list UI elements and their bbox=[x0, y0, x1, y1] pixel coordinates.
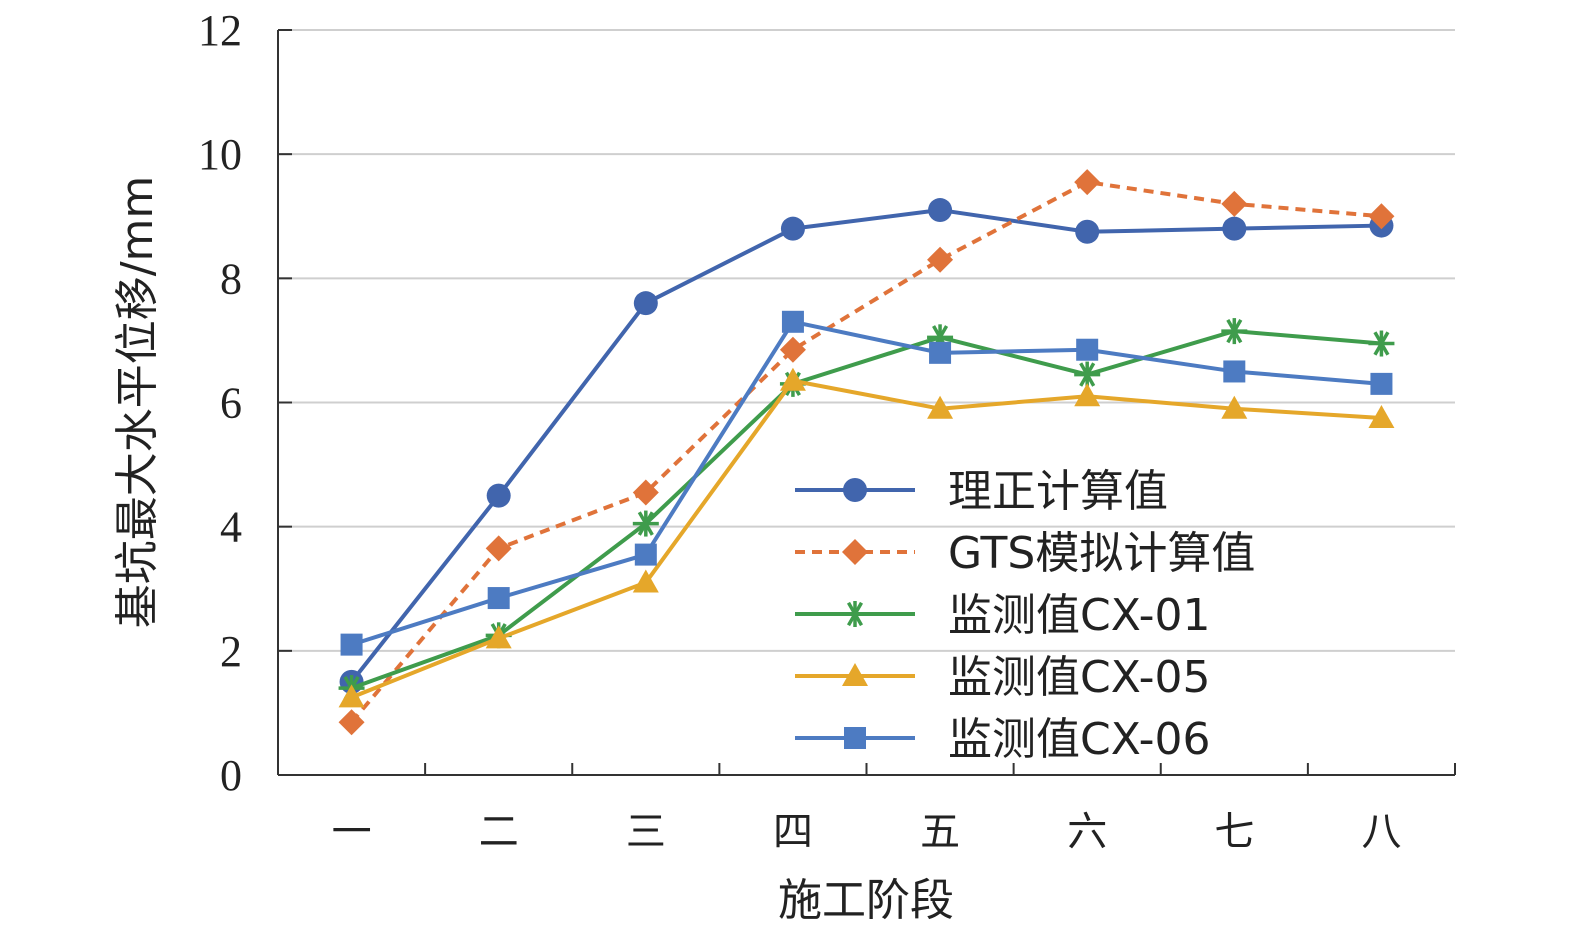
legend-item: 监测值CX-05 bbox=[795, 652, 1211, 703]
data-point bbox=[632, 569, 659, 593]
legend-marker bbox=[842, 601, 868, 627]
series-line bbox=[350, 378, 1382, 700]
x-axis-title: 施工阶段 bbox=[778, 875, 954, 926]
data-point bbox=[634, 543, 657, 566]
x-tick-label: 三 bbox=[626, 809, 666, 855]
data-point bbox=[487, 587, 510, 610]
data-point bbox=[338, 709, 365, 736]
x-ticks: 一二三四五六七八 bbox=[332, 763, 1456, 855]
data-point bbox=[485, 625, 512, 649]
series-group bbox=[338, 169, 1395, 736]
data-point bbox=[1074, 383, 1101, 407]
series-4 bbox=[338, 367, 1395, 708]
legend-label: 监测值CX-05 bbox=[948, 652, 1211, 703]
data-point bbox=[1368, 203, 1395, 230]
data-point bbox=[1368, 405, 1395, 429]
legend-label: 理正计算值 bbox=[948, 466, 1168, 517]
legend-label: 监测值CX-06 bbox=[948, 714, 1211, 765]
data-point bbox=[929, 341, 952, 364]
data-point bbox=[632, 510, 659, 537]
data-point bbox=[1221, 190, 1248, 217]
data-point bbox=[781, 310, 804, 333]
series-2 bbox=[338, 169, 1395, 736]
x-tick-label: 四 bbox=[773, 809, 813, 855]
data-point bbox=[633, 291, 658, 316]
y-tick-label: 10 bbox=[198, 130, 242, 179]
legend-item: 理正计算值 bbox=[795, 466, 1168, 517]
y-tick-label: 4 bbox=[220, 503, 242, 552]
data-point bbox=[780, 216, 805, 241]
y-axis-title: 基坑最大水平位移/mm bbox=[112, 176, 163, 629]
y-tick-label: 6 bbox=[220, 379, 242, 428]
data-point bbox=[1222, 216, 1247, 241]
data-point bbox=[338, 684, 365, 708]
x-tick-label: 七 bbox=[1214, 809, 1254, 855]
legend-marker bbox=[842, 663, 868, 686]
y-tick-label: 2 bbox=[220, 627, 242, 676]
data-point bbox=[486, 483, 511, 508]
data-point bbox=[1368, 330, 1395, 357]
data-point bbox=[1223, 360, 1246, 383]
data-point bbox=[927, 246, 954, 273]
legend-label: GTS模拟计算值 bbox=[948, 528, 1255, 579]
x-tick-label: 五 bbox=[920, 809, 960, 855]
y-tick-label: 8 bbox=[220, 254, 242, 303]
legend-marker bbox=[843, 478, 867, 502]
data-point bbox=[340, 633, 363, 656]
x-tick-label: 一 bbox=[332, 809, 372, 855]
data-point bbox=[927, 395, 954, 419]
legend-marker bbox=[842, 539, 868, 565]
x-tick-label: 六 bbox=[1067, 809, 1107, 855]
data-point bbox=[1075, 219, 1100, 244]
data-point bbox=[1074, 361, 1101, 388]
data-point bbox=[1076, 338, 1099, 361]
data-point bbox=[928, 198, 953, 223]
series-line bbox=[350, 329, 1382, 690]
series-1 bbox=[339, 198, 1394, 694]
data-point bbox=[1221, 318, 1248, 345]
legend-item: 监测值CX-06 bbox=[795, 714, 1211, 765]
data-point bbox=[1221, 395, 1248, 419]
legend-item: 监测值CX-01 bbox=[795, 590, 1211, 641]
y-ticks: 0 2 4 6 8 10 12 bbox=[198, 6, 292, 800]
legend-marker bbox=[844, 727, 866, 749]
x-tick-label: 二 bbox=[479, 809, 519, 855]
y-tick-label: 0 bbox=[220, 751, 242, 800]
series-line bbox=[350, 319, 1382, 647]
data-point bbox=[779, 367, 806, 391]
legend-label: 监测值CX-01 bbox=[948, 590, 1211, 641]
data-point bbox=[485, 535, 512, 562]
data-point bbox=[1370, 372, 1393, 395]
data-point bbox=[779, 336, 806, 363]
legend-item: GTS模拟计算值 bbox=[795, 528, 1255, 579]
data-point bbox=[1074, 169, 1101, 196]
y-tick-label: 12 bbox=[198, 6, 242, 55]
series-5 bbox=[340, 310, 1393, 656]
gridlines bbox=[278, 29, 1455, 652]
series-line bbox=[349, 208, 1382, 684]
x-tick-label: 八 bbox=[1361, 809, 1401, 855]
data-point bbox=[632, 479, 659, 506]
